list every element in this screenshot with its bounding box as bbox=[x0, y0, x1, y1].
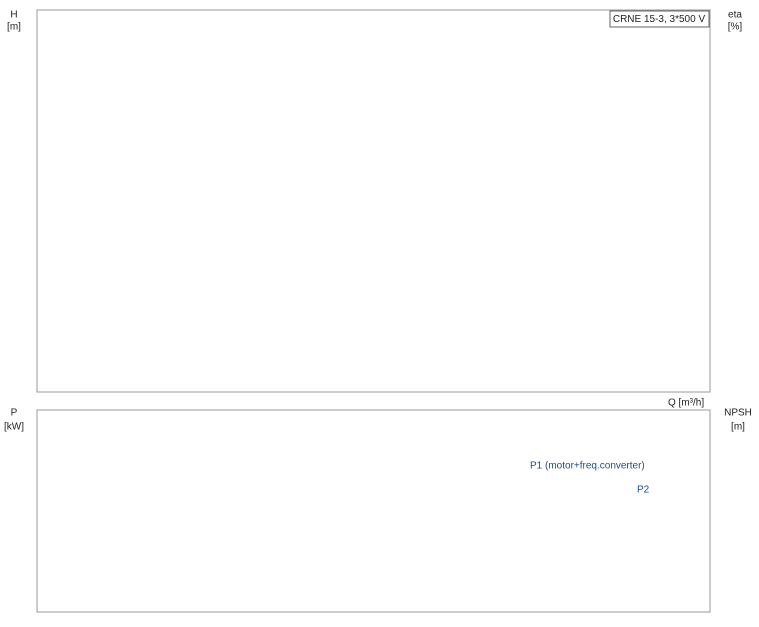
y-unit: [kW] bbox=[4, 422, 24, 433]
y-label: P bbox=[11, 408, 18, 419]
chart-title: CRNE 15-3, 3*500 V bbox=[613, 14, 706, 25]
bottom-frame bbox=[36, 409, 711, 613]
annotation: P2 bbox=[637, 485, 650, 496]
y2-unit: [%] bbox=[728, 22, 743, 33]
y-unit: [m] bbox=[7, 22, 21, 33]
y2-label: eta bbox=[728, 10, 742, 21]
annotation: P1 (motor+freq.converter) bbox=[530, 461, 645, 472]
y-label: H bbox=[10, 10, 17, 21]
y2-unit: [m] bbox=[731, 422, 745, 433]
x-label: Q [m³/h] bbox=[668, 398, 704, 409]
top-frame bbox=[36, 9, 711, 393]
y2-label: NPSH bbox=[724, 408, 752, 419]
title-box bbox=[609, 10, 710, 28]
